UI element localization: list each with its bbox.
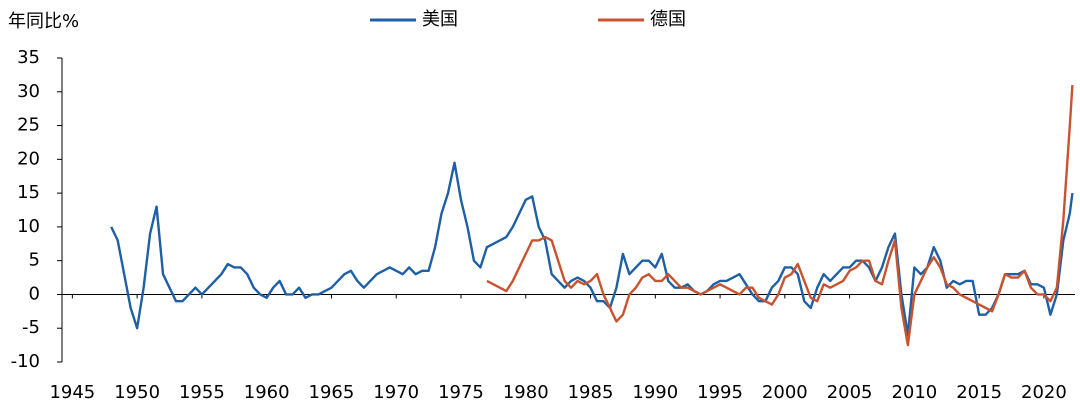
y-tick-label: 35 xyxy=(17,47,40,68)
y-tick-label: 30 xyxy=(17,81,40,102)
x-tick-label: 2005 xyxy=(827,382,873,403)
x-tick-label: 1975 xyxy=(438,382,484,403)
x-tick-label: 1945 xyxy=(49,382,95,403)
y-tick-label: 5 xyxy=(29,250,40,271)
line xyxy=(486,84,1074,347)
legend-label: 德国 xyxy=(650,9,686,30)
y-tick-label: 15 xyxy=(17,182,40,203)
y-tick-label: 25 xyxy=(17,115,40,136)
y-tick-label: 0 xyxy=(29,283,40,304)
y-tick-label: -5 xyxy=(22,317,40,338)
x-tick-label: 1960 xyxy=(244,382,290,403)
x-tick-label: 1955 xyxy=(179,382,225,403)
x-tick-label: 2010 xyxy=(891,382,937,403)
legend-label: 美国 xyxy=(422,9,458,30)
y-axis-label: 年同比% xyxy=(8,11,79,32)
line xyxy=(110,161,1074,337)
x-tick-label: 1985 xyxy=(568,382,614,403)
x-tick-label: 2015 xyxy=(956,382,1002,403)
x-tick-label: 1950 xyxy=(114,382,160,403)
x-tick-label: 1970 xyxy=(373,382,419,403)
x-tick-label: 2000 xyxy=(762,382,808,403)
x-tick-label: 1980 xyxy=(503,382,549,403)
x-tick-label: 1965 xyxy=(309,382,355,403)
y-tick-label: 10 xyxy=(17,216,40,237)
y-tick-label: -10 xyxy=(11,351,40,372)
y-tick-label: 20 xyxy=(17,148,40,169)
x-tick-label: 1995 xyxy=(697,382,743,403)
x-tick-label: 1990 xyxy=(632,382,678,403)
x-tick-label: 2020 xyxy=(1021,382,1067,403)
